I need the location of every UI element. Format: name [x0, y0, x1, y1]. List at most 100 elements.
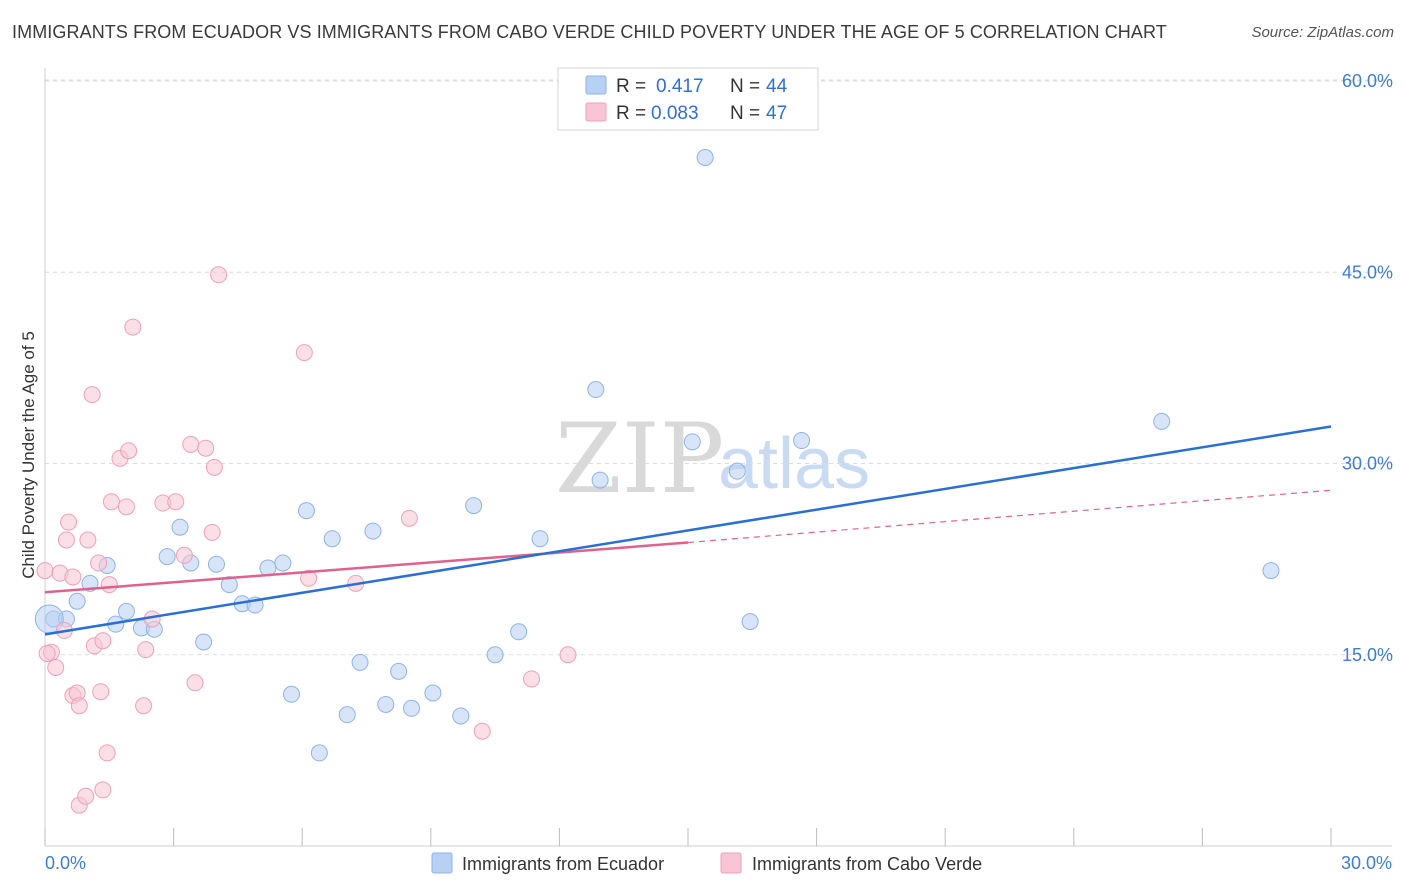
legend-r-label-ecuador: R =	[616, 76, 646, 97]
trend-line-ecuador	[44, 425, 1332, 636]
point-caboverde	[210, 266, 228, 284]
point-caboverde	[203, 523, 221, 541]
point-ecuador	[207, 555, 225, 573]
legend-n-label-ecuador: N =	[730, 76, 760, 97]
point-ecuador	[1262, 562, 1280, 580]
point-ecuador	[1153, 412, 1171, 430]
point-caboverde	[175, 546, 193, 564]
point-ecuador	[741, 613, 759, 631]
point-caboverde	[197, 439, 215, 457]
y-tick-label: 60.0%	[1342, 71, 1393, 91]
point-caboverde	[98, 744, 116, 762]
point-caboverde	[100, 576, 118, 594]
point-caboverde	[38, 644, 56, 662]
point-ecuador	[310, 744, 328, 762]
x-tick-label: 30.0%	[1341, 853, 1392, 873]
point-ecuador	[220, 576, 238, 594]
point-caboverde	[47, 659, 65, 676]
grid-lines	[45, 79, 1392, 656]
legend-swatch-ecuador	[585, 75, 607, 95]
bottom-legend-label-caboverde: Immigrants from Cabo Verde	[752, 854, 982, 874]
point-caboverde	[57, 531, 75, 549]
point-ecuador	[424, 684, 442, 702]
point-caboverde	[90, 554, 108, 572]
point-caboverde	[135, 697, 153, 715]
point-caboverde	[182, 435, 200, 453]
source-label: Source: ZipAtlas.com	[1251, 24, 1394, 41]
point-ecuador	[297, 502, 315, 520]
legend-swatch-caboverde	[585, 102, 607, 122]
point-ecuador	[510, 623, 528, 641]
point-caboverde	[120, 442, 138, 460]
legend-n-value-caboverde: 47	[766, 103, 787, 124]
point-caboverde	[60, 513, 78, 531]
point-ecuador	[338, 706, 356, 724]
point-ecuador	[793, 432, 811, 450]
point-caboverde	[117, 498, 135, 516]
trend-line-caboverde	[44, 541, 689, 594]
series-caboverde-points	[36, 266, 577, 814]
point-caboverde	[77, 787, 95, 805]
point-caboverde	[70, 697, 88, 715]
point-caboverde	[400, 509, 418, 527]
point-ecuador	[364, 522, 382, 540]
point-caboverde	[559, 646, 577, 664]
point-ecuador	[351, 653, 369, 671]
point-ecuador	[195, 633, 213, 651]
point-caboverde	[102, 493, 120, 511]
watermark-zip: ZIP	[555, 403, 724, 515]
point-ecuador	[158, 548, 176, 566]
bottom-legend-swatch-ecuador	[431, 852, 453, 874]
point-caboverde	[300, 569, 318, 587]
point-caboverde	[473, 722, 491, 740]
point-caboverde	[523, 670, 541, 688]
point-ecuador	[696, 149, 714, 166]
point-caboverde	[295, 344, 313, 362]
bottom-legend: Immigrants from Ecuador Immigrants from …	[431, 852, 982, 874]
point-ecuador	[403, 699, 421, 717]
point-ecuador	[117, 602, 135, 620]
point-ecuador	[68, 592, 86, 610]
point-caboverde	[124, 318, 142, 336]
point-caboverde	[94, 781, 112, 799]
axes	[44, 68, 1392, 847]
point-ecuador	[274, 554, 292, 572]
point-ecuador	[728, 462, 746, 480]
point-ecuador	[486, 646, 504, 664]
point-caboverde	[205, 458, 223, 476]
point-caboverde	[64, 568, 82, 586]
legend-r-value-ecuador: 0.417	[656, 76, 704, 97]
point-ecuador	[587, 381, 605, 399]
point-caboverde	[36, 562, 54, 580]
legend-n-value-ecuador: 44	[766, 76, 788, 97]
bottom-legend-label-ecuador: Immigrants from Ecuador	[462, 854, 664, 874]
point-caboverde	[186, 674, 204, 692]
point-ecuador	[683, 433, 701, 451]
trend-line-caboverde-extension	[687, 489, 1332, 544]
top-legend: R = 0.417 N = 44 R = 0.083 N = 47	[557, 67, 819, 131]
point-caboverde	[94, 632, 112, 650]
chart-title: IMMIGRANTS FROM ECUADOR VS IMMIGRANTS FR…	[12, 22, 1167, 42]
legend-r-value-caboverde: 0.083	[651, 103, 699, 124]
point-ecuador	[591, 471, 609, 489]
point-caboverde	[83, 386, 101, 404]
point-ecuador	[323, 530, 341, 548]
point-caboverde	[92, 683, 110, 701]
point-caboverde	[79, 531, 97, 549]
point-ecuador	[465, 497, 483, 515]
y-axis-title: Child Poverty Under the Age of 5	[19, 331, 38, 579]
point-ecuador	[531, 530, 549, 548]
point-caboverde	[167, 493, 185, 511]
tick-labels: 15.0% 30.0% 45.0% 60.0% 0.0% 30.0%	[45, 71, 1393, 873]
legend-r-label-caboverde: R =	[616, 103, 646, 124]
point-ecuador	[390, 662, 408, 680]
y-tick-label: 30.0%	[1342, 454, 1393, 474]
y-tick-label: 45.0%	[1342, 262, 1393, 282]
x-tick-label: 0.0%	[45, 853, 86, 873]
legend-n-label-caboverde: N =	[730, 103, 760, 124]
trend-lines	[44, 425, 1332, 636]
series-ecuador-points	[34, 149, 1280, 762]
y-tick-label: 15.0%	[1342, 645, 1393, 665]
bottom-legend-swatch-caboverde	[720, 852, 742, 874]
